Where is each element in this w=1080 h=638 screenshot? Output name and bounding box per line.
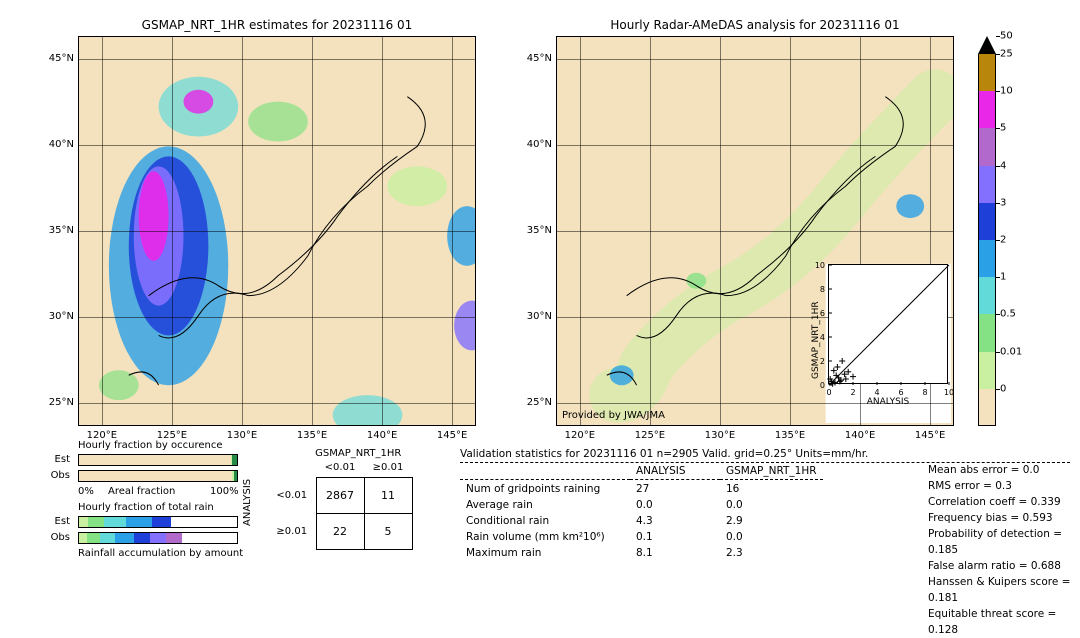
contingency-table: GSMAP_NRT_1HR <0.01≥0.01 <0.01286711 ≥0.…: [268, 448, 413, 550]
colorbar: 502510543210.50.010: [978, 36, 996, 426]
stat-line: False alarm ratio = 0.688: [928, 558, 1080, 574]
colorbar-tick: 4: [1000, 160, 1006, 171]
total-obs-bar: [78, 532, 238, 544]
y-tick: 35°N: [34, 225, 74, 236]
svg-text:0: 0: [826, 388, 831, 397]
x-tick: 135°E: [292, 430, 332, 441]
x-tick: 130°E: [222, 430, 262, 441]
y-tick: 30°N: [512, 311, 552, 322]
provided-label: Provided by JWA/JMA: [562, 410, 665, 421]
stat-line: Frequency bias = 0.593: [928, 510, 1080, 526]
obs-label-2: Obs: [40, 532, 70, 543]
y-tick: 25°N: [512, 397, 552, 408]
right-map-title: Hourly Radar-AMeDAS analysis for 2023111…: [556, 18, 954, 32]
svg-text:10: 10: [944, 388, 954, 397]
est-label-1: Est: [40, 454, 70, 465]
hf-axis-label: Areal fraction: [108, 486, 175, 497]
colorbar-tick: 0: [1000, 383, 1006, 394]
validation-title: Validation statistics for 20231116 01 n=…: [460, 448, 1070, 460]
stat-line: Mean abs error = 0.0: [928, 462, 1080, 478]
colorbar-tick: 3: [1000, 197, 1006, 208]
colorbar-tick: 0.5: [1000, 309, 1016, 320]
stat-line: Equitable threat score = 0.128: [928, 606, 1080, 638]
stat-line: RMS error = 0.3: [928, 478, 1080, 494]
stat-line: Correlation coeff = 0.339: [928, 494, 1080, 510]
colorbar-tick: 2: [1000, 235, 1006, 246]
inset-ylabel: GSMAP_NRT_1HR: [811, 301, 821, 379]
x-tick: 120°E: [82, 430, 122, 441]
ct-col-title: GSMAP_NRT_1HR: [304, 448, 413, 459]
svg-text:4: 4: [874, 388, 879, 397]
left-map-title: GSMAP_NRT_1HR estimates for 20231116 01: [78, 18, 476, 32]
stat-line: Hanssen & Kuipers score = 0.181: [928, 574, 1080, 606]
colorbar-tick: 0.01: [1000, 346, 1022, 357]
x-tick: 135°E: [770, 430, 810, 441]
total-rain-title: Hourly fraction of total rain: [78, 502, 214, 513]
x-tick: 145°E: [910, 430, 950, 441]
est-label-2: Est: [40, 516, 70, 527]
x-tick: 130°E: [700, 430, 740, 441]
y-tick: 25°N: [34, 397, 74, 408]
y-tick: 45°N: [512, 53, 552, 64]
x-tick: 145°E: [432, 430, 472, 441]
svg-text:0: 0: [820, 381, 825, 390]
hf-axis-100: 100%: [210, 486, 239, 497]
x-tick: 125°E: [630, 430, 670, 441]
stat-line: Probability of detection = 0.185: [928, 526, 1080, 558]
x-tick: 140°E: [840, 430, 880, 441]
colorbar-tick: 25: [1000, 49, 1013, 60]
hf-axis-0: 0%: [78, 486, 94, 497]
x-tick: 125°E: [152, 430, 192, 441]
svg-text:8: 8: [922, 388, 927, 397]
y-tick: 40°N: [34, 139, 74, 150]
total-rain-caption: Rainfall accumulation by amount: [78, 548, 243, 559]
hourly-obs-bar: [78, 470, 238, 482]
svg-text:2: 2: [850, 388, 855, 397]
y-tick: 45°N: [34, 53, 74, 64]
y-tick: 30°N: [34, 311, 74, 322]
y-tick: 35°N: [512, 225, 552, 236]
hourly-est-bar: [78, 454, 238, 466]
colorbar-tick: 10: [1000, 86, 1013, 97]
inset-xlabel: ANALYSIS: [829, 397, 947, 407]
obs-label-1: Obs: [40, 470, 70, 481]
total-est-bar: [78, 516, 238, 528]
hourly-occurrence-title: Hourly fraction by occurence: [78, 440, 222, 451]
y-tick: 40°N: [512, 139, 552, 150]
colorbar-tick: 50: [1000, 31, 1013, 42]
scatter-inset: 00224466881010 ANALYSIS GSMAP_NRT_1HR: [828, 264, 948, 384]
colorbar-tick: 5: [1000, 123, 1006, 134]
validation-table: ANALYSISGSMAP_NRT_1HRNum of gridpoints r…: [460, 463, 823, 561]
x-tick: 120°E: [560, 430, 600, 441]
svg-text:6: 6: [898, 388, 903, 397]
svg-text:8: 8: [820, 285, 825, 294]
colorbar-tick: 1: [1000, 272, 1006, 283]
x-tick: 140°E: [362, 430, 402, 441]
ct-row-title: ANALYSIS: [242, 479, 253, 526]
svg-text:10: 10: [815, 261, 825, 270]
